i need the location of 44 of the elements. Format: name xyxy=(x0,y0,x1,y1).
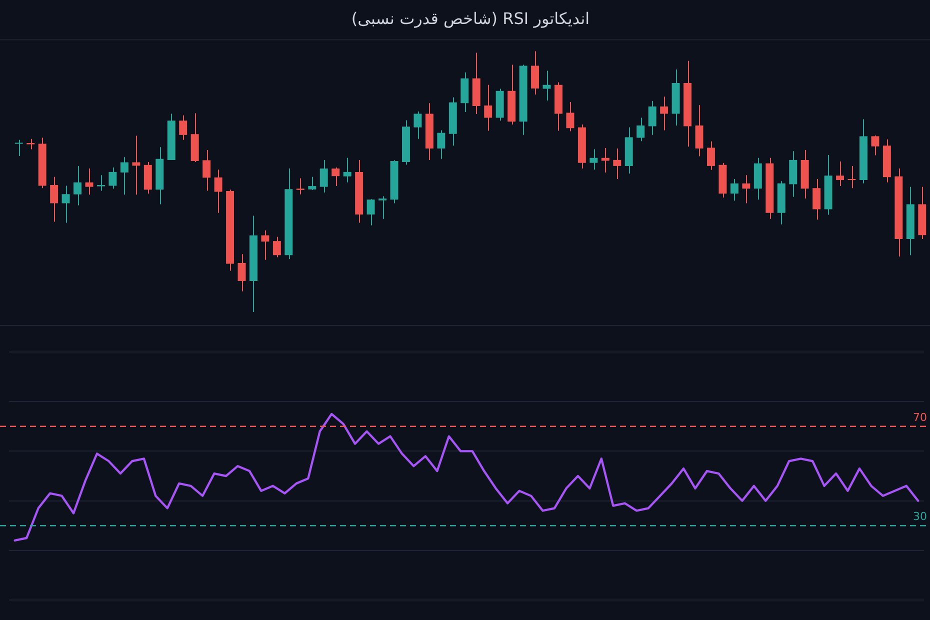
candlestick xyxy=(202,150,211,192)
candlestick xyxy=(836,161,844,187)
candlestick xyxy=(238,254,246,292)
candlestick xyxy=(96,174,105,192)
candlestick xyxy=(26,138,35,150)
candlestick xyxy=(636,117,645,142)
candlestick xyxy=(378,196,387,220)
candlestick xyxy=(14,139,23,157)
candlestick xyxy=(296,178,304,195)
candlestick xyxy=(812,178,821,220)
candlestick xyxy=(660,96,668,131)
candlestick xyxy=(50,176,58,222)
candlestick xyxy=(848,165,856,189)
candlestick xyxy=(590,148,598,170)
chart-title: اندیکاتور RSI (شاخص قدرت نسبی) xyxy=(351,8,590,28)
candlestick xyxy=(272,236,281,258)
candlestick xyxy=(566,102,574,132)
candlestick xyxy=(730,178,738,202)
candlestick xyxy=(613,148,622,180)
candlestick xyxy=(74,165,82,206)
candlestick xyxy=(542,70,551,101)
candlestick xyxy=(120,156,128,196)
candlestick xyxy=(437,130,446,160)
candlestick xyxy=(62,185,70,224)
candlestick xyxy=(484,84,492,132)
candlestick xyxy=(531,50,540,95)
candlestick xyxy=(320,159,328,194)
candlestick xyxy=(871,134,880,156)
ref-line-label: 70 xyxy=(913,410,927,424)
candlestick xyxy=(414,110,422,140)
candlestick xyxy=(366,198,375,226)
candlestick xyxy=(648,100,656,136)
candlestick xyxy=(179,114,188,140)
candlestick xyxy=(214,169,222,214)
candlestick xyxy=(108,167,117,190)
candlestick xyxy=(261,230,270,260)
ref-line-label: 30 xyxy=(913,510,927,523)
candlestick xyxy=(343,157,352,183)
candlestick xyxy=(308,176,316,190)
candlestick xyxy=(85,168,94,196)
candlestick xyxy=(706,140,715,170)
candlestick xyxy=(742,174,750,204)
candlestick xyxy=(332,167,340,187)
candlestick xyxy=(695,104,704,157)
